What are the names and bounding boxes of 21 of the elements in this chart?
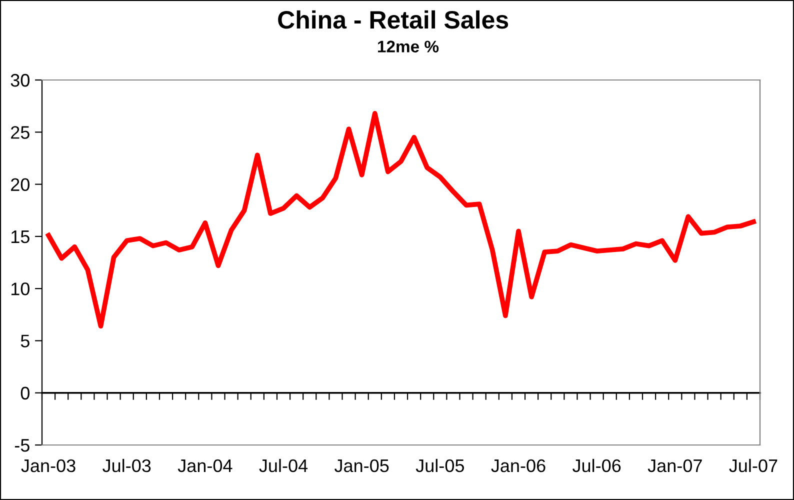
y-tick-label: 15 bbox=[11, 230, 30, 244]
x-tick-label: Jan-05 bbox=[334, 459, 389, 472]
x-tick-label: Jul-07 bbox=[729, 458, 778, 472]
y-tick-label: 0 bbox=[20, 386, 30, 400]
y-tick-label: 25 bbox=[11, 126, 30, 139]
x-tick-label: Jan-06 bbox=[491, 459, 546, 472]
y-tick-label: 10 bbox=[11, 282, 30, 296]
y-tick-label: 30 bbox=[10, 74, 30, 87]
x-tick-label: Jul-06 bbox=[572, 458, 621, 472]
chart-title: China - Retail Sales bbox=[278, 10, 508, 29]
y-tick-label: -5 bbox=[14, 439, 30, 452]
x-tick-label: Jul-04 bbox=[259, 458, 308, 472]
x-tick-label: Jan-07 bbox=[648, 459, 702, 472]
x-tick-label: Jan-04 bbox=[178, 459, 232, 472]
x-tick-label: Jan-03 bbox=[21, 459, 76, 472]
x-tick-label: Jul-03 bbox=[102, 458, 151, 472]
line-series bbox=[46, 110, 756, 329]
y-tick-label: 20 bbox=[11, 178, 30, 192]
y-tick-label: 5 bbox=[20, 334, 30, 348]
chart-subtitle: 12me % bbox=[378, 40, 439, 52]
x-tick-label: Jul-05 bbox=[416, 458, 464, 472]
